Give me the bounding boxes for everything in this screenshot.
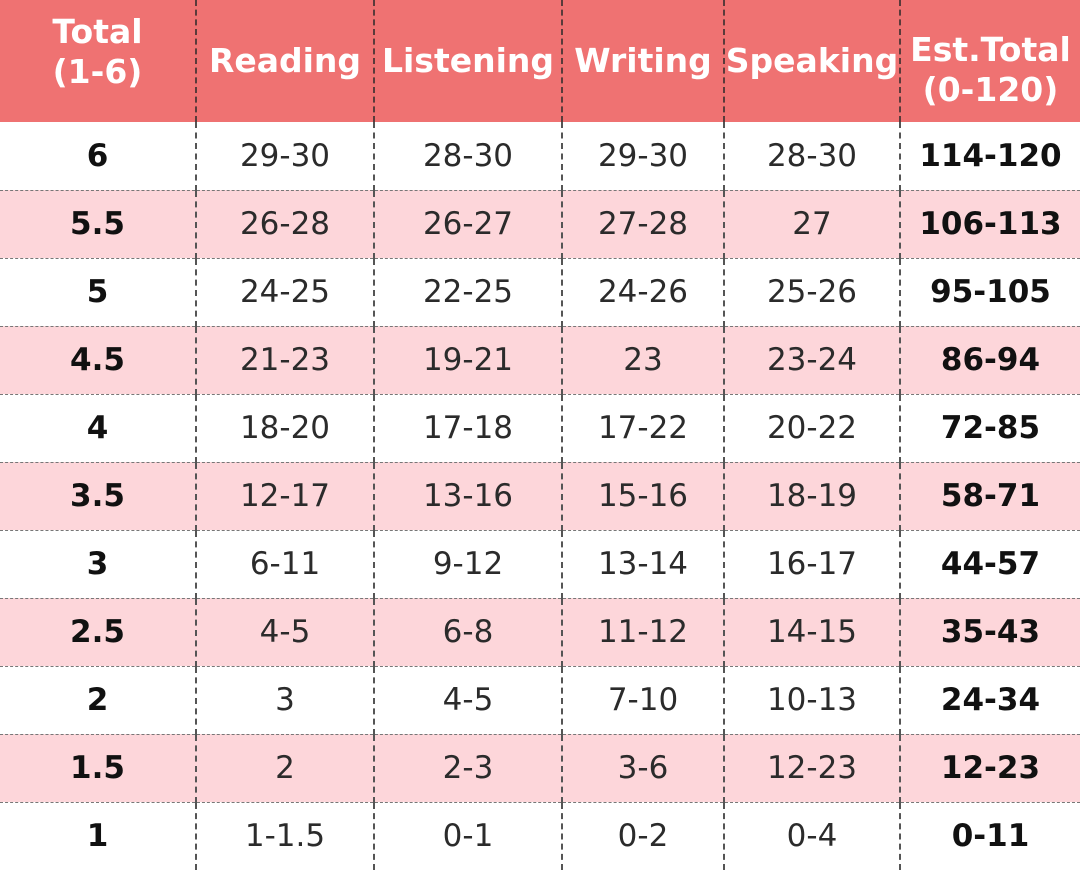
cell-speaking: 0-4 (723, 801, 900, 870)
cell-writing: 23 (561, 325, 724, 394)
cell-speaking: 28-30 (723, 122, 900, 190)
header-est-total-range: (0-120) (922, 70, 1059, 109)
cell-est-total: 35-43 (899, 597, 1080, 666)
cell-reading: 24-25 (195, 257, 374, 326)
cell-writing: 7-10 (561, 665, 724, 734)
cell-total: 5.5 (0, 189, 196, 258)
cell-writing: 24-26 (561, 257, 724, 326)
cell-writing: 0-2 (561, 801, 724, 870)
header-writing: Writing (561, 0, 724, 122)
cell-total: 5 (0, 257, 196, 326)
cell-listening: 2-3 (373, 733, 562, 802)
table-row: 5 24-25 22-25 24-26 25-26 95-105 (0, 257, 1080, 326)
table-row: 4.5 21-23 19-21 23 23-24 86-94 (0, 325, 1080, 394)
header-total-range: (1-6) (52, 52, 143, 91)
cell-reading: 29-30 (195, 122, 374, 190)
cell-total: 6 (86, 137, 109, 174)
cell-est-total: 44-57 (899, 529, 1080, 598)
cell-writing: 17-22 (561, 393, 724, 462)
cell-reading: 26-28 (195, 189, 374, 258)
cell-est-total: 72-85 (899, 393, 1080, 462)
cell-total: 1.5 (0, 733, 196, 802)
header-speaking: Speaking (723, 0, 900, 122)
cell-speaking: 27 (723, 189, 900, 258)
table-row: 2.5 4-5 6-8 11-12 14-15 35-43 (0, 597, 1080, 666)
header-est-total: Est.Total (0-120) (899, 0, 1080, 122)
cell-reading: 18-20 (195, 393, 374, 462)
cell-reading: 3 (195, 665, 374, 734)
cell-reading: 6-11 (195, 529, 374, 598)
cell-reading: 12-17 (195, 461, 374, 530)
cell-writing: 13-14 (561, 529, 724, 598)
cell-est-total: 86-94 (899, 325, 1080, 394)
cell-listening: 0-1 (373, 801, 562, 870)
cell-total: 4.5 (0, 325, 196, 394)
cell-writing: 27-28 (561, 189, 724, 258)
header-total-label: Total (52, 12, 143, 51)
cell-writing: 11-12 (561, 597, 724, 666)
cell-reading: 21-23 (195, 325, 374, 394)
cell-listening: 17-18 (373, 393, 562, 462)
table-row: 6 29-30 28-30 29-30 28-30 114-120 (0, 122, 1080, 190)
cell-est-total: 106-113 (899, 189, 1080, 258)
cell-speaking: 20-22 (723, 393, 900, 462)
cell-est-total: 24-34 (899, 665, 1080, 734)
cell-speaking: 18-19 (723, 461, 900, 530)
cell-writing: 3-6 (561, 733, 724, 802)
header-listening: Listening (373, 0, 562, 122)
table-body: 6 29-30 28-30 29-30 28-30 114-120 5.5 26-28 26-2… (0, 122, 1080, 870)
cell-listening: 28-30 (373, 122, 562, 190)
cell-est-total: 12-23 (899, 733, 1080, 802)
cell-est-total: 58-71 (899, 461, 1080, 530)
table-header: Total (1-6) Reading Listening Writing Sp… (0, 0, 1080, 122)
cell-reading: 2 (195, 733, 374, 802)
cell-speaking: 25-26 (723, 257, 900, 326)
cell-speaking: 10-13 (723, 665, 900, 734)
table-row: 1.5 2 2-3 3-6 12-23 12-23 (0, 733, 1080, 802)
cell-listening: 9-12 (373, 529, 562, 598)
cell-speaking: 14-15 (723, 597, 900, 666)
table-row: 5.5 26-28 26-27 27-28 27 106-113 (0, 189, 1080, 258)
table-row: 3 6-11 9-12 13-14 16-17 44-57 (0, 529, 1080, 598)
header-row: Total (1-6) Reading Listening Writing Sp… (0, 0, 1080, 122)
cell-reading: 1-1.5 (195, 801, 374, 870)
cell-listening: 19-21 (373, 325, 562, 394)
cell-listening: 6-8 (373, 597, 562, 666)
header-est-total-label: Est.Total (910, 30, 1071, 69)
cell-total: 3.5 (0, 461, 196, 530)
cell-est-total: 95-105 (899, 257, 1080, 326)
cell-total: 4 (0, 393, 196, 462)
cell-writing: 15-16 (561, 461, 724, 530)
cell-reading: 4-5 (195, 597, 374, 666)
cell-writing: 29-30 (561, 122, 724, 190)
cell-est-total: 114-120 (899, 122, 1080, 190)
cell-listening: 4-5 (373, 665, 562, 734)
table-row: 1 1-1.5 0-1 0-2 0-4 0-11 (0, 801, 1080, 870)
cell-speaking: 23-24 (723, 325, 900, 394)
table-row: 2 3 4-5 7-10 10-13 24-34 (0, 665, 1080, 734)
header-reading: Reading (195, 0, 374, 122)
cell-total: 2 (0, 665, 196, 734)
cell-speaking: 12-23 (723, 733, 900, 802)
cell-total: 3 (0, 529, 196, 598)
cell-est-total: 0-11 (899, 801, 1080, 870)
cell-speaking: 16-17 (723, 529, 900, 598)
cell-listening: 22-25 (373, 257, 562, 326)
table-row: 3.5 12-17 13-16 15-16 18-19 58-71 (0, 461, 1080, 530)
cell-total: 1 (0, 801, 196, 870)
cell-total: 2.5 (0, 597, 196, 666)
table-row: 4 18-20 17-18 17-22 20-22 72-85 (0, 393, 1080, 462)
header-total: Total (1-6) (0, 0, 196, 122)
cell-listening: 13-16 (373, 461, 562, 530)
cell-listening: 26-27 (373, 189, 562, 258)
